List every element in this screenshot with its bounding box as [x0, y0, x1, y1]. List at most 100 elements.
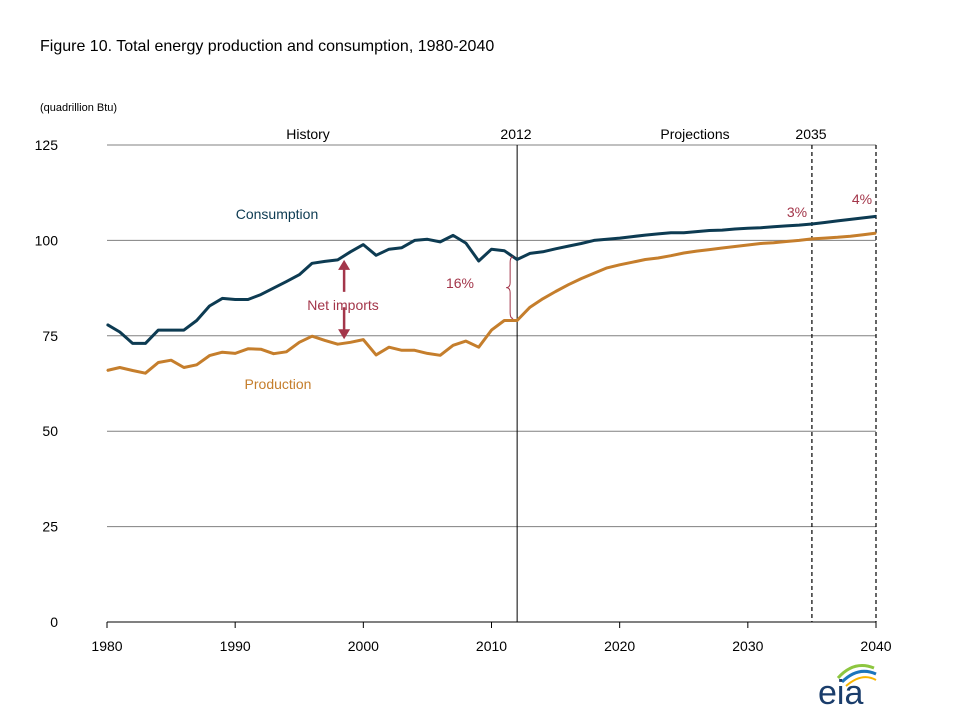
- y-axis-unit-label: (quadrillion Btu): [40, 102, 118, 114]
- consumption-point-1991: [247, 298, 249, 301]
- production-point-1999: [349, 341, 352, 343]
- production-point-2008: [465, 340, 467, 342]
- production-point-1980: [106, 369, 108, 372]
- grid-layer: [106, 144, 877, 628]
- x-tick-label-2040: 2040: [860, 638, 891, 654]
- consumption-point-1999: [349, 251, 352, 253]
- consumption-point-2001: [375, 254, 377, 256]
- production-point-2003: [401, 349, 403, 351]
- consumption-point-2033: [785, 225, 787, 227]
- consumption-series-label: Consumption: [236, 206, 319, 222]
- pct-2012-label: 16%: [446, 275, 474, 291]
- y-tick-label-100: 100: [35, 232, 59, 248]
- series-layer: [106, 214, 877, 375]
- production-point-2021: [631, 261, 634, 263]
- consumption-point-1987: [196, 319, 198, 322]
- production-point-2018: [593, 272, 595, 274]
- production-point-2015: [554, 290, 557, 293]
- production-point-1982: [132, 369, 134, 372]
- consumption-point-2015: [554, 248, 557, 250]
- production-point-2031: [760, 242, 762, 245]
- production-point-2026: [695, 250, 698, 252]
- production-point-2007: [452, 344, 454, 346]
- production-point-1990: [234, 352, 236, 354]
- consumption-point-2031: [760, 227, 762, 229]
- production-point-1985: [170, 359, 172, 361]
- consumption-point-2012: [516, 258, 518, 261]
- consumption-point-1983: [144, 342, 147, 345]
- production-point-2000: [362, 339, 364, 341]
- consumption-point-2008: [465, 242, 467, 244]
- consumption-point-2032: [772, 226, 775, 228]
- production-point-2006: [439, 354, 441, 356]
- history-label: History: [286, 126, 330, 142]
- production-point-2019: [606, 267, 608, 269]
- production-point-1997: [324, 339, 326, 341]
- consumption-point-2020: [619, 237, 621, 239]
- production-point-1988: [208, 355, 211, 357]
- consumption-point-1981: [119, 331, 121, 333]
- consumption-point-2016: [567, 245, 570, 247]
- consumption-point-2023: [657, 233, 659, 235]
- production-point-2005: [426, 352, 429, 354]
- pct-2035-label: 3%: [787, 204, 807, 220]
- x-tick-label-2010: 2010: [476, 638, 507, 654]
- consumption-point-1988: [208, 305, 211, 307]
- consumption-point-2034: [798, 224, 800, 226]
- consumption-point-2007: [452, 234, 454, 237]
- production-point-2037: [836, 236, 839, 238]
- x-tick-label-2030: 2030: [732, 638, 763, 654]
- production-point-1984: [157, 361, 159, 364]
- consumption-point-1980: [106, 323, 108, 325]
- consumption-point-2000: [362, 243, 364, 246]
- production-point-2035: [811, 238, 813, 240]
- production-points: [106, 232, 877, 374]
- consumption-point-2018: [593, 239, 595, 241]
- production-point-1991: [247, 348, 249, 350]
- production-point-1986: [183, 366, 185, 369]
- logo-swoosh-blue: [840, 669, 877, 684]
- y-tick-label-125: 125: [35, 137, 59, 153]
- consumption-point-2024: [670, 232, 672, 234]
- production-point-2023: [657, 257, 659, 259]
- production-point-2036: [824, 237, 826, 239]
- production-point-1983: [144, 372, 147, 374]
- production-point-2017: [580, 277, 582, 280]
- consumption-point-2002: [388, 248, 390, 250]
- period-dividers: [516, 145, 877, 622]
- y-tick-labels: 0 25 50 75 100 125: [35, 137, 59, 630]
- x-tick-label-1990: 1990: [220, 638, 251, 654]
- consumption-point-2013: [529, 252, 531, 254]
- consumption-point-1984: [157, 329, 159, 331]
- logo-swoosh-yellow: [845, 676, 877, 687]
- production-point-2034: [798, 239, 800, 241]
- consumption-point-2019: [606, 238, 608, 240]
- consumption-point-2029: [734, 228, 736, 230]
- production-point-2038: [849, 235, 851, 237]
- production-point-2022: [644, 258, 646, 261]
- logo-text: eia: [818, 674, 863, 712]
- eia-logo: eia: [818, 664, 877, 712]
- consumption-point-2004: [414, 239, 416, 241]
- consumption-point-2006: [439, 241, 441, 243]
- production-point-2020: [619, 264, 621, 266]
- x-tick-labels: 1980 1990 2000 2010 2020 2030 2040: [91, 638, 891, 654]
- production-point-2040: [875, 232, 877, 234]
- consumption-series-line: [106, 214, 877, 345]
- production-point-1992: [260, 348, 262, 350]
- y-tick-label-0: 0: [50, 614, 58, 630]
- production-point-2001: [375, 354, 377, 356]
- x-tick-label-2000: 2000: [348, 638, 379, 654]
- x-tick-label-1980: 1980: [91, 638, 122, 654]
- consumption-point-2014: [542, 251, 544, 253]
- net-imports-arrow-up-head: [338, 259, 351, 270]
- consumption-point-1989: [221, 297, 223, 300]
- production-point-2029: [734, 245, 736, 248]
- x-tick-label-2020: 2020: [604, 638, 635, 654]
- consumption-point-2030: [747, 227, 749, 229]
- consumption-point-2010: [490, 248, 493, 250]
- consumption-point-2037: [836, 220, 839, 222]
- consumption-point-2026: [695, 231, 698, 233]
- production-point-1989: [221, 351, 223, 353]
